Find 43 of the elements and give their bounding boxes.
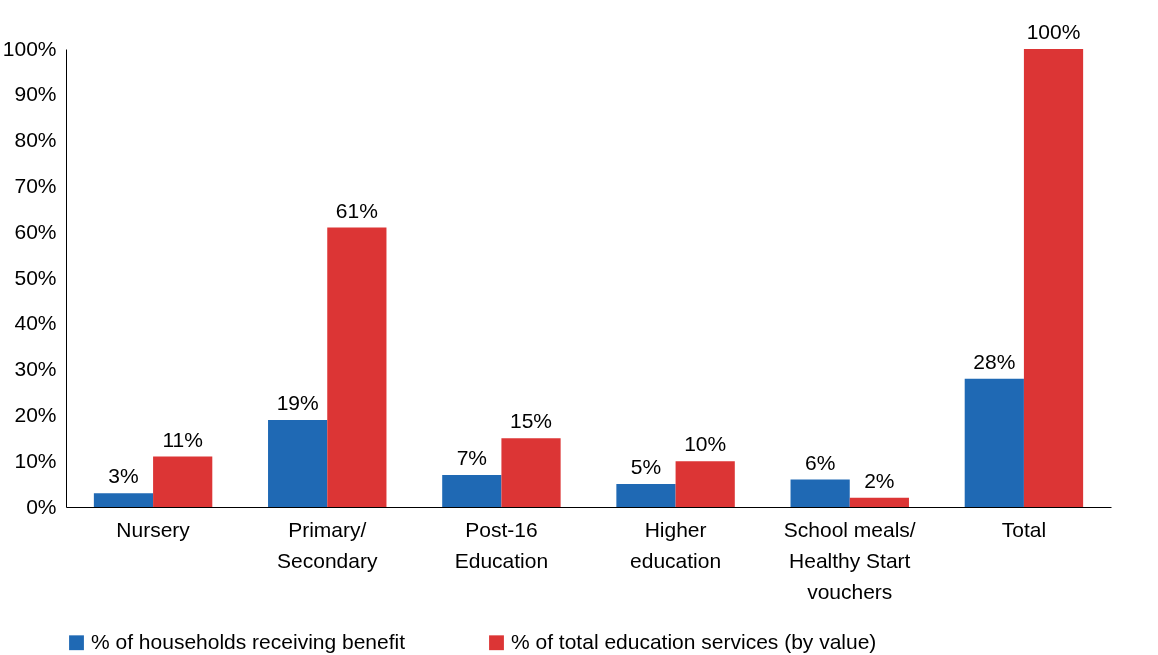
- bar: [442, 474, 502, 507]
- x-tick-label: Nursery: [116, 517, 191, 541]
- data-label: 7%: [456, 445, 487, 469]
- x-tick-label: Post-16 Education: [454, 517, 549, 572]
- bar: [964, 378, 1024, 507]
- data-label: 2%: [864, 468, 895, 492]
- bar: [153, 456, 213, 507]
- data-label: 6%: [804, 450, 836, 474]
- y-tick-label: 20%: [14, 402, 57, 426]
- data-label: 100%: [1026, 20, 1081, 43]
- y-tick-label: 70%: [14, 173, 57, 197]
- legend-label: % of total education services (by value): [511, 629, 877, 653]
- y-tick-label: 60%: [14, 219, 57, 243]
- y-tick-label: 40%: [14, 311, 57, 335]
- bar: [1023, 49, 1084, 507]
- data-label: 5%: [630, 455, 662, 479]
- y-tick-label: 10%: [14, 448, 57, 472]
- data-label: 11%: [162, 427, 203, 451]
- data-label: 10%: [684, 432, 727, 456]
- x-tick-label: School meals/ Healthy Start vouchers: [783, 517, 916, 603]
- data-label: 28%: [973, 349, 1016, 373]
- data-label: 15%: [510, 409, 553, 433]
- data-label: 61%: [335, 198, 378, 222]
- bar: [675, 461, 735, 507]
- legend-label: % of households receiving benefit: [91, 629, 406, 653]
- x-tick-label: Higher education: [630, 517, 722, 572]
- bar: [616, 484, 676, 507]
- x-tick-label: Total: [1001, 517, 1047, 541]
- data-label: 19%: [276, 390, 319, 414]
- bar: [790, 479, 850, 507]
- y-tick-label: 0%: [26, 494, 57, 518]
- bar: [327, 227, 387, 507]
- y-tick-label: 90%: [14, 82, 57, 106]
- y-tick-label: 80%: [14, 128, 57, 152]
- data-label: 3%: [108, 464, 139, 488]
- y-tick-label: 50%: [14, 265, 57, 289]
- x-tick-label: Primary/ Secondary: [277, 517, 378, 572]
- bar: [501, 438, 561, 507]
- y-tick-label: 100%: [2, 36, 57, 60]
- bar: [93, 493, 154, 507]
- bar: [268, 419, 328, 507]
- y-tick-label: 30%: [14, 357, 57, 381]
- bar: [849, 497, 909, 507]
